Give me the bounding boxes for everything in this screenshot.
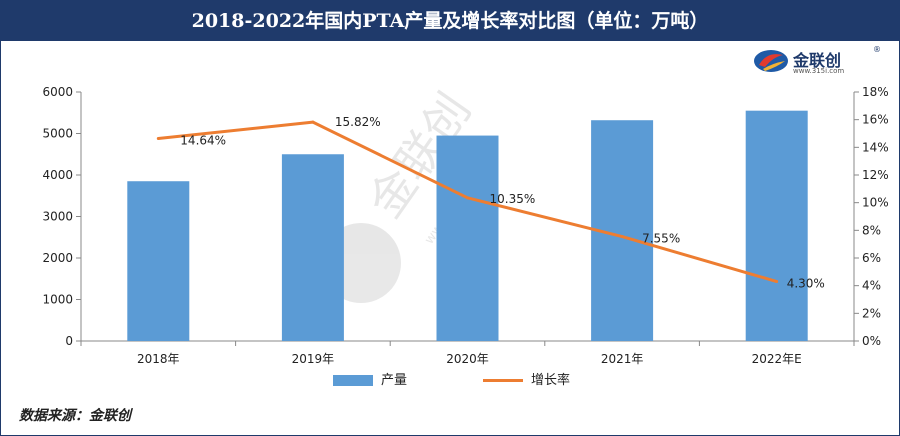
legend-item-production: 产量 — [333, 369, 407, 388]
legend-label-production: 产量 — [381, 373, 408, 388]
x-tick-label: 2020年 — [446, 352, 489, 366]
data-label-growth: 15.82% — [335, 115, 381, 129]
data-label-growth: 4.30% — [787, 277, 825, 291]
chart-title: 2018-2022年国内PTA产量及增长率对比图（单位：万吨） — [1, 1, 899, 41]
y-left-tick-label: 6000 — [42, 85, 73, 99]
bar-production — [436, 135, 499, 341]
y-right-tick-label: 10% — [862, 196, 889, 210]
logo-mark-icon — [754, 50, 788, 72]
y-left-tick-label: 3000 — [42, 210, 73, 224]
legend-item-growth: 增长率 — [483, 369, 570, 388]
y-right-tick-label: 18% — [862, 85, 889, 99]
y-right-tick-label: 14% — [862, 140, 889, 154]
y-left-tick-label: 5000 — [42, 127, 73, 141]
y-right-tick-label: 12% — [862, 168, 889, 182]
legend-swatch-line — [483, 379, 523, 382]
line-point-growth — [620, 235, 624, 239]
logo-registered: ® — [873, 45, 881, 54]
line-point-growth — [466, 196, 469, 200]
line-point-growth — [156, 136, 160, 140]
x-tick-label: 2021年 — [601, 352, 644, 366]
data-label-growth: 14.64% — [180, 133, 226, 147]
y-left-tick-label: 2000 — [42, 251, 73, 265]
y-right-tick-label: 8% — [862, 223, 881, 237]
brand-logo: 金联创 ® www.315i.com — [753, 45, 883, 77]
x-tick-label: 2022年E — [752, 352, 802, 366]
y-left-tick-label: 0 — [65, 334, 73, 348]
bar-production — [281, 154, 344, 341]
bar-production — [745, 110, 808, 341]
data-label-growth: 7.55% — [642, 232, 680, 246]
x-tick-label: 2018年 — [137, 352, 180, 366]
data-label-growth: 10.35% — [490, 192, 536, 206]
logo-url: www.315i.com — [793, 67, 845, 75]
logo-name: 金联创 — [793, 51, 842, 70]
data-source: 数据来源：金联创 — [19, 408, 131, 424]
legend-swatch-bar — [333, 375, 373, 386]
y-right-tick-label: 2% — [862, 306, 881, 320]
y-right-tick-label: 6% — [862, 251, 881, 265]
line-point-growth — [311, 120, 315, 124]
x-tick-label: 2019年 — [292, 352, 335, 366]
legend-label-growth: 增长率 — [531, 373, 571, 388]
y-left-tick-label: 1000 — [42, 293, 73, 307]
y-right-tick-label: 0% — [862, 334, 881, 348]
y-right-tick-label: 4% — [862, 279, 881, 293]
y-right-tick-label: 16% — [862, 113, 889, 127]
line-point-growth — [775, 280, 779, 284]
bar-production — [127, 181, 190, 341]
y-left-tick-label: 4000 — [42, 168, 73, 182]
